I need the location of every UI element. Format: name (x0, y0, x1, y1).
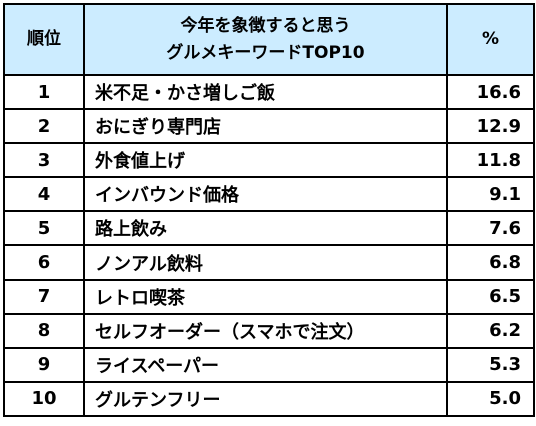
rank-cell: 5 (3, 210, 85, 247)
table-row: 8 セルフオーダー（スマホで注文） 6.2 (3, 312, 535, 349)
table-row: 6 ノンアル飲料 6.8 (3, 244, 535, 281)
table-row: 10 グルテンフリー 5.0 (3, 380, 535, 418)
table-row: 7 レトロ喫茶 6.5 (3, 278, 535, 315)
rank-cell: 6 (3, 244, 85, 281)
keyword-cell: おにぎり専門店 (83, 108, 448, 145)
table-row: 5 路上飲み 7.6 (3, 210, 535, 247)
percent-cell: 9.1 (446, 176, 535, 213)
rank-cell: 8 (3, 312, 85, 349)
keyword-cell: グルテンフリー (83, 380, 448, 418)
rank-header: 順位 (3, 3, 85, 76)
rank-cell: 3 (3, 142, 85, 179)
percent-cell: 5.3 (446, 346, 535, 383)
table-row: 2 おにぎり専門店 12.9 (3, 108, 535, 145)
rank-cell: 2 (3, 108, 85, 145)
keyword-cell: インバウンド価格 (83, 176, 448, 213)
percent-cell: 6.8 (446, 244, 535, 281)
title-line-1: 今年を象徴すると思う (180, 15, 351, 36)
percent-header: % (446, 3, 535, 76)
percent-cell: 11.8 (446, 142, 535, 179)
keyword-header: 今年を象徴すると思う グルメキーワードTOP10 (83, 3, 448, 76)
table-row: 1 米不足・かさ増しご飯 16.6 (3, 73, 535, 111)
percent-cell: 7.6 (446, 210, 535, 247)
keyword-cell: ライスペーパー (83, 346, 448, 383)
keyword-cell: 路上飲み (83, 210, 448, 247)
percent-cell: 12.9 (446, 108, 535, 145)
rank-cell: 4 (3, 176, 85, 213)
percent-cell: 6.2 (446, 312, 535, 349)
title-line-2: グルメキーワードTOP10 (166, 42, 365, 63)
keyword-cell: 外食値上げ (83, 142, 448, 179)
ranking-table: 順位 今年を象徴すると思う グルメキーワードTOP10 % 1 米不足・かさ増し… (3, 3, 535, 418)
percent-cell: 6.5 (446, 278, 535, 315)
rank-cell: 9 (3, 346, 85, 383)
table-row: 4 インバウンド価格 9.1 (3, 176, 535, 213)
percent-cell: 5.0 (446, 380, 535, 418)
percent-cell: 16.6 (446, 73, 535, 111)
table-row: 9 ライスペーパー 5.3 (3, 346, 535, 383)
rank-cell: 1 (3, 73, 85, 111)
keyword-cell: ノンアル飲料 (83, 244, 448, 281)
rank-cell: 7 (3, 278, 85, 315)
keyword-cell: 米不足・かさ増しご飯 (83, 73, 448, 111)
header-row: 順位 今年を象徴すると思う グルメキーワードTOP10 % (3, 3, 535, 76)
keyword-cell: セルフオーダー（スマホで注文） (83, 312, 448, 349)
table-row: 3 外食値上げ 11.8 (3, 142, 535, 179)
rank-cell: 10 (3, 380, 85, 418)
keyword-cell: レトロ喫茶 (83, 278, 448, 315)
